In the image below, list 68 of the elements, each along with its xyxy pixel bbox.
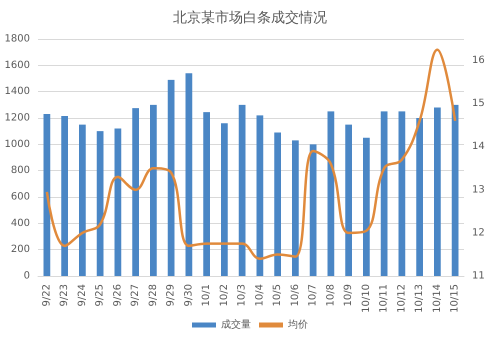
x-tick-label: 9/28 xyxy=(148,284,159,306)
x-tick-label: 9/26 xyxy=(112,284,124,306)
bar xyxy=(398,111,406,276)
x-tick-label: 9/24 xyxy=(76,284,88,306)
x-tick-label: 10/3 xyxy=(236,284,248,306)
x-tick-label: 10/13 xyxy=(414,284,426,313)
bar xyxy=(416,118,423,276)
y-tick-label: 800 xyxy=(10,165,30,176)
bar xyxy=(186,73,192,276)
x-tick-label: 9/25 xyxy=(94,284,106,306)
bar xyxy=(150,104,157,276)
x-tick-label: 10/8 xyxy=(325,284,336,306)
x-tick-label: 9/23 xyxy=(59,284,70,306)
bar xyxy=(256,115,264,276)
line-series xyxy=(46,48,456,260)
x-tick-label: 9/30 xyxy=(183,284,194,306)
bar xyxy=(203,112,210,276)
x-tick-label: 10/10 xyxy=(360,284,372,313)
x-tick-label: 10/4 xyxy=(254,284,266,306)
legend-label: 成交量 xyxy=(221,318,251,330)
bar xyxy=(292,140,299,276)
y2-tick-label: 13 xyxy=(472,184,485,196)
y-tick-label: 1800 xyxy=(4,34,30,44)
y-tick-label: 1200 xyxy=(4,112,30,124)
y-tick-label: 1000 xyxy=(4,138,30,150)
x-tick-label: 10/6 xyxy=(290,284,301,306)
bar xyxy=(434,107,441,276)
bar xyxy=(132,108,139,276)
bar xyxy=(452,104,458,276)
x-tick-label: 9/27 xyxy=(130,284,142,306)
x-tick-label: 10/12 xyxy=(396,284,408,313)
bar xyxy=(168,80,174,276)
chart-title: 北京某市场白条成交情况 xyxy=(173,10,327,26)
y2-tick-label: 15 xyxy=(472,98,485,110)
bar xyxy=(79,124,86,276)
x-tick-label: 9/29 xyxy=(166,284,177,306)
y2-tick-label: 11 xyxy=(472,270,485,282)
y-tick-label: 1600 xyxy=(4,60,30,71)
x-tick-label: 10/14 xyxy=(432,284,443,313)
bar xyxy=(345,124,352,276)
bar xyxy=(363,138,370,276)
y2-tick-label: 14 xyxy=(472,141,485,152)
bar xyxy=(274,132,281,276)
bar xyxy=(221,123,228,276)
bar xyxy=(328,111,334,276)
y2-tick-label: 16 xyxy=(472,55,485,66)
bar xyxy=(310,144,316,276)
legend-label: 均价 xyxy=(287,318,308,330)
x-tick-label: 10/1 xyxy=(201,284,212,306)
bar xyxy=(114,128,122,276)
x-tick-label: 9/22 xyxy=(41,284,52,306)
x-tick-label: 10/15 xyxy=(450,284,461,313)
x-tick-label: 10/9 xyxy=(343,284,354,306)
y-tick-label: 1400 xyxy=(4,86,30,98)
bar xyxy=(380,111,388,276)
bar xyxy=(96,131,104,276)
x-tick-label: 10/5 xyxy=(272,284,284,306)
x-tick-label: 10/11 xyxy=(378,284,390,313)
bar xyxy=(61,116,68,276)
x-tick-label: 10/2 xyxy=(218,284,230,306)
y-tick-label: 400 xyxy=(10,218,30,229)
y-tick-label: 0 xyxy=(24,270,30,282)
y-tick-label: 200 xyxy=(10,244,30,256)
y-tick-label: 600 xyxy=(10,192,30,202)
bar xyxy=(44,114,50,276)
x-tick-label: 10/7 xyxy=(308,284,319,306)
y2-tick-label: 12 xyxy=(472,227,485,238)
bar xyxy=(238,104,246,276)
